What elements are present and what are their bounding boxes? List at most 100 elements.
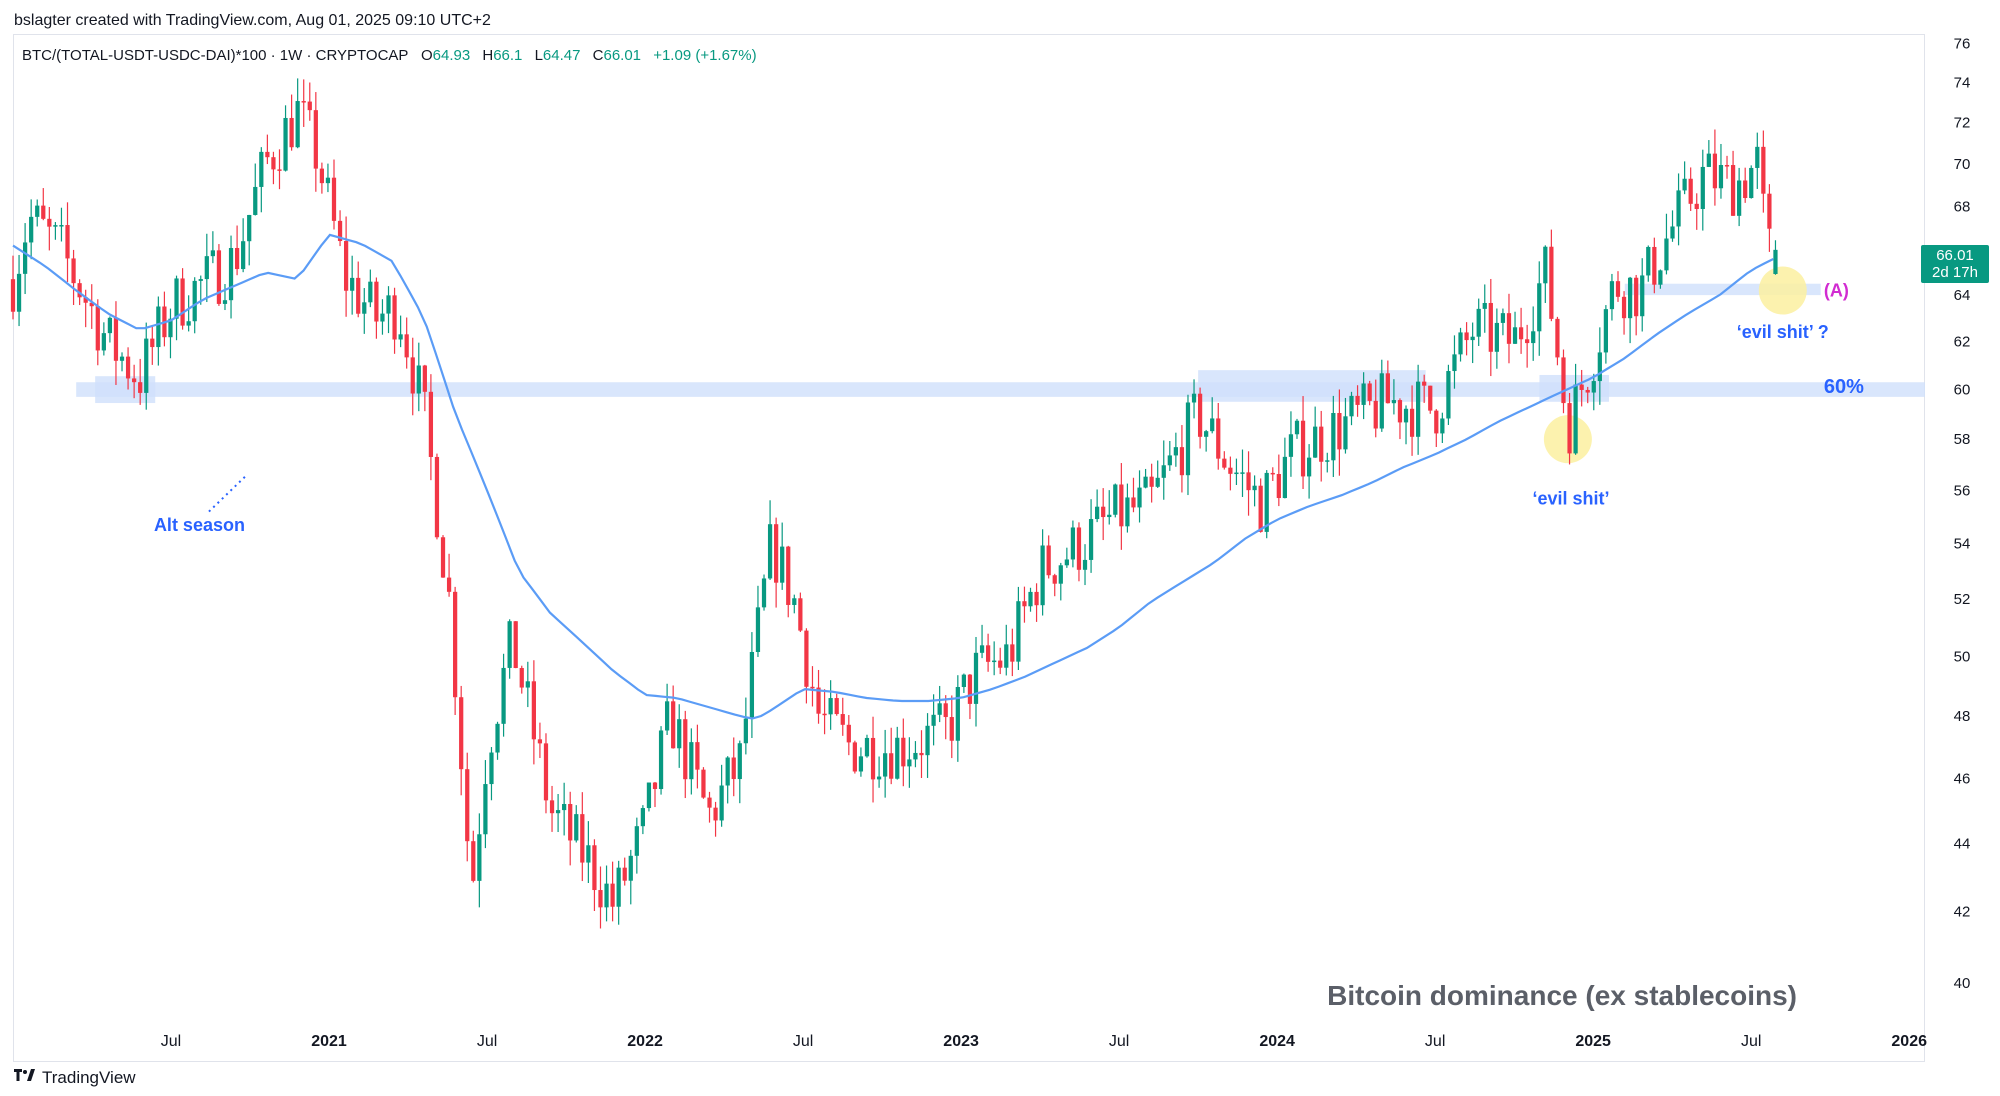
- candle-body: [858, 756, 864, 772]
- candle-body: [307, 101, 312, 111]
- candle-body: [1482, 302, 1487, 309]
- chart-title: Bitcoin dominance (ex stablecoins): [1327, 980, 1797, 1011]
- candle-body: [1597, 352, 1602, 382]
- candle-body: [1331, 413, 1336, 461]
- candle-body: [1161, 465, 1166, 478]
- candle-body: [77, 283, 82, 298]
- candle-body: [440, 537, 446, 578]
- candle-body: [1222, 458, 1227, 468]
- candle-body: [1694, 203, 1699, 210]
- candle-body: [895, 737, 900, 779]
- y-tick-label: 54: [1954, 536, 1971, 553]
- candle-body: [695, 742, 700, 770]
- candle-body: [1058, 565, 1063, 584]
- candle-body: [204, 256, 209, 280]
- x-tick-label: 2021: [311, 1033, 347, 1050]
- candle-body: [59, 225, 64, 227]
- candle-body: [1537, 283, 1542, 332]
- y-tick-label: 74: [1954, 75, 1971, 92]
- y-tick-label: 60: [1954, 382, 1971, 399]
- candle-body: [1155, 477, 1160, 487]
- candle-body: [555, 810, 561, 814]
- candle-body: [1349, 395, 1354, 417]
- candle-body: [1234, 472, 1239, 475]
- candle-body: [743, 718, 748, 744]
- candle-body: [967, 674, 973, 704]
- candle-body: [192, 280, 197, 322]
- symbol-name[interactable]: BTC/(TOTAL-USDT-USDC-DAI)*100 · 1W · CRY…: [22, 47, 409, 64]
- candle-body: [640, 808, 646, 827]
- candle-body: [53, 225, 58, 227]
- chart-credit: bslagter created with TradingView.com, A…: [14, 12, 491, 29]
- x-tick-label: Jul: [477, 1033, 497, 1050]
- candle-body: [1004, 644, 1009, 668]
- alt-season-pointer: [208, 474, 248, 513]
- candle-body: [16, 273, 22, 312]
- tradingview-wordmark: TradingView: [42, 1068, 136, 1087]
- candle-body: [1367, 383, 1372, 401]
- candle-body: [707, 797, 712, 808]
- candle-body: [780, 546, 785, 583]
- candle-body: [979, 645, 985, 653]
- candle-body: [1040, 545, 1045, 606]
- tradingview-brand[interactable]: TradingView: [14, 1068, 136, 1088]
- candle-body: [907, 759, 912, 767]
- candle-body: [186, 321, 191, 326]
- candle-body: [1476, 308, 1481, 337]
- y-tick-label: 56: [1954, 483, 1971, 500]
- x-tick-label: 2025: [1575, 1033, 1611, 1050]
- candle-body: [767, 524, 773, 579]
- candle-body: [1755, 146, 1760, 168]
- candle-body: [1664, 238, 1669, 271]
- candle-body: [416, 365, 421, 394]
- candle-body: [931, 714, 936, 726]
- y-tick-label: 62: [1954, 334, 1971, 351]
- candle-body: [1773, 249, 1778, 274]
- candle-body: [1658, 270, 1663, 285]
- ohlc-change: +1.09 (+1.67%): [653, 47, 757, 64]
- label-evil-2: ‘evil shit’ ?: [1737, 322, 1829, 342]
- candle-body: [1464, 332, 1469, 341]
- candle-body: [1276, 474, 1281, 499]
- candle-body: [1531, 331, 1536, 344]
- candle-body: [313, 110, 318, 169]
- candle-body: [1561, 357, 1566, 404]
- y-tick-label: 76: [1954, 36, 1971, 53]
- candle-body: [725, 757, 730, 786]
- candle-body: [537, 739, 543, 744]
- candle-body: [1573, 384, 1578, 454]
- candle-body: [1422, 381, 1427, 386]
- candle-body: [301, 101, 306, 103]
- candle-body: [1543, 246, 1548, 284]
- candle-body: [610, 883, 615, 907]
- candle-body: [368, 281, 373, 303]
- candle-body: [943, 703, 948, 718]
- candle-body: [1300, 420, 1306, 477]
- candle-body: [1282, 456, 1288, 499]
- candle-body: [156, 306, 161, 348]
- candle-body: [1434, 410, 1439, 434]
- candle-body: [604, 883, 609, 908]
- candle-body: [228, 248, 234, 301]
- candle-body: [1591, 381, 1596, 393]
- x-tick-label: 2026: [1891, 1033, 1927, 1050]
- candle-body: [628, 855, 633, 881]
- x-tick-label: Jul: [793, 1033, 813, 1050]
- candle-body: [1082, 559, 1088, 570]
- candle-body: [71, 258, 76, 284]
- candle-body: [1379, 373, 1384, 429]
- candle-body: [719, 785, 724, 821]
- ohlc-close-label: C: [592, 47, 604, 64]
- candle-body: [1197, 393, 1203, 437]
- candle-body: [1294, 420, 1300, 435]
- candle-body: [1022, 601, 1027, 607]
- candle-body: [1355, 395, 1360, 405]
- candle-body: [1034, 591, 1039, 606]
- candle-body: [1458, 332, 1463, 355]
- candle-body: [1634, 277, 1639, 317]
- tradingview-logo-icon: [14, 1068, 36, 1088]
- ohlc-low-value: 64.47: [542, 47, 581, 64]
- candle-body: [586, 845, 591, 863]
- candle-body: [428, 391, 434, 457]
